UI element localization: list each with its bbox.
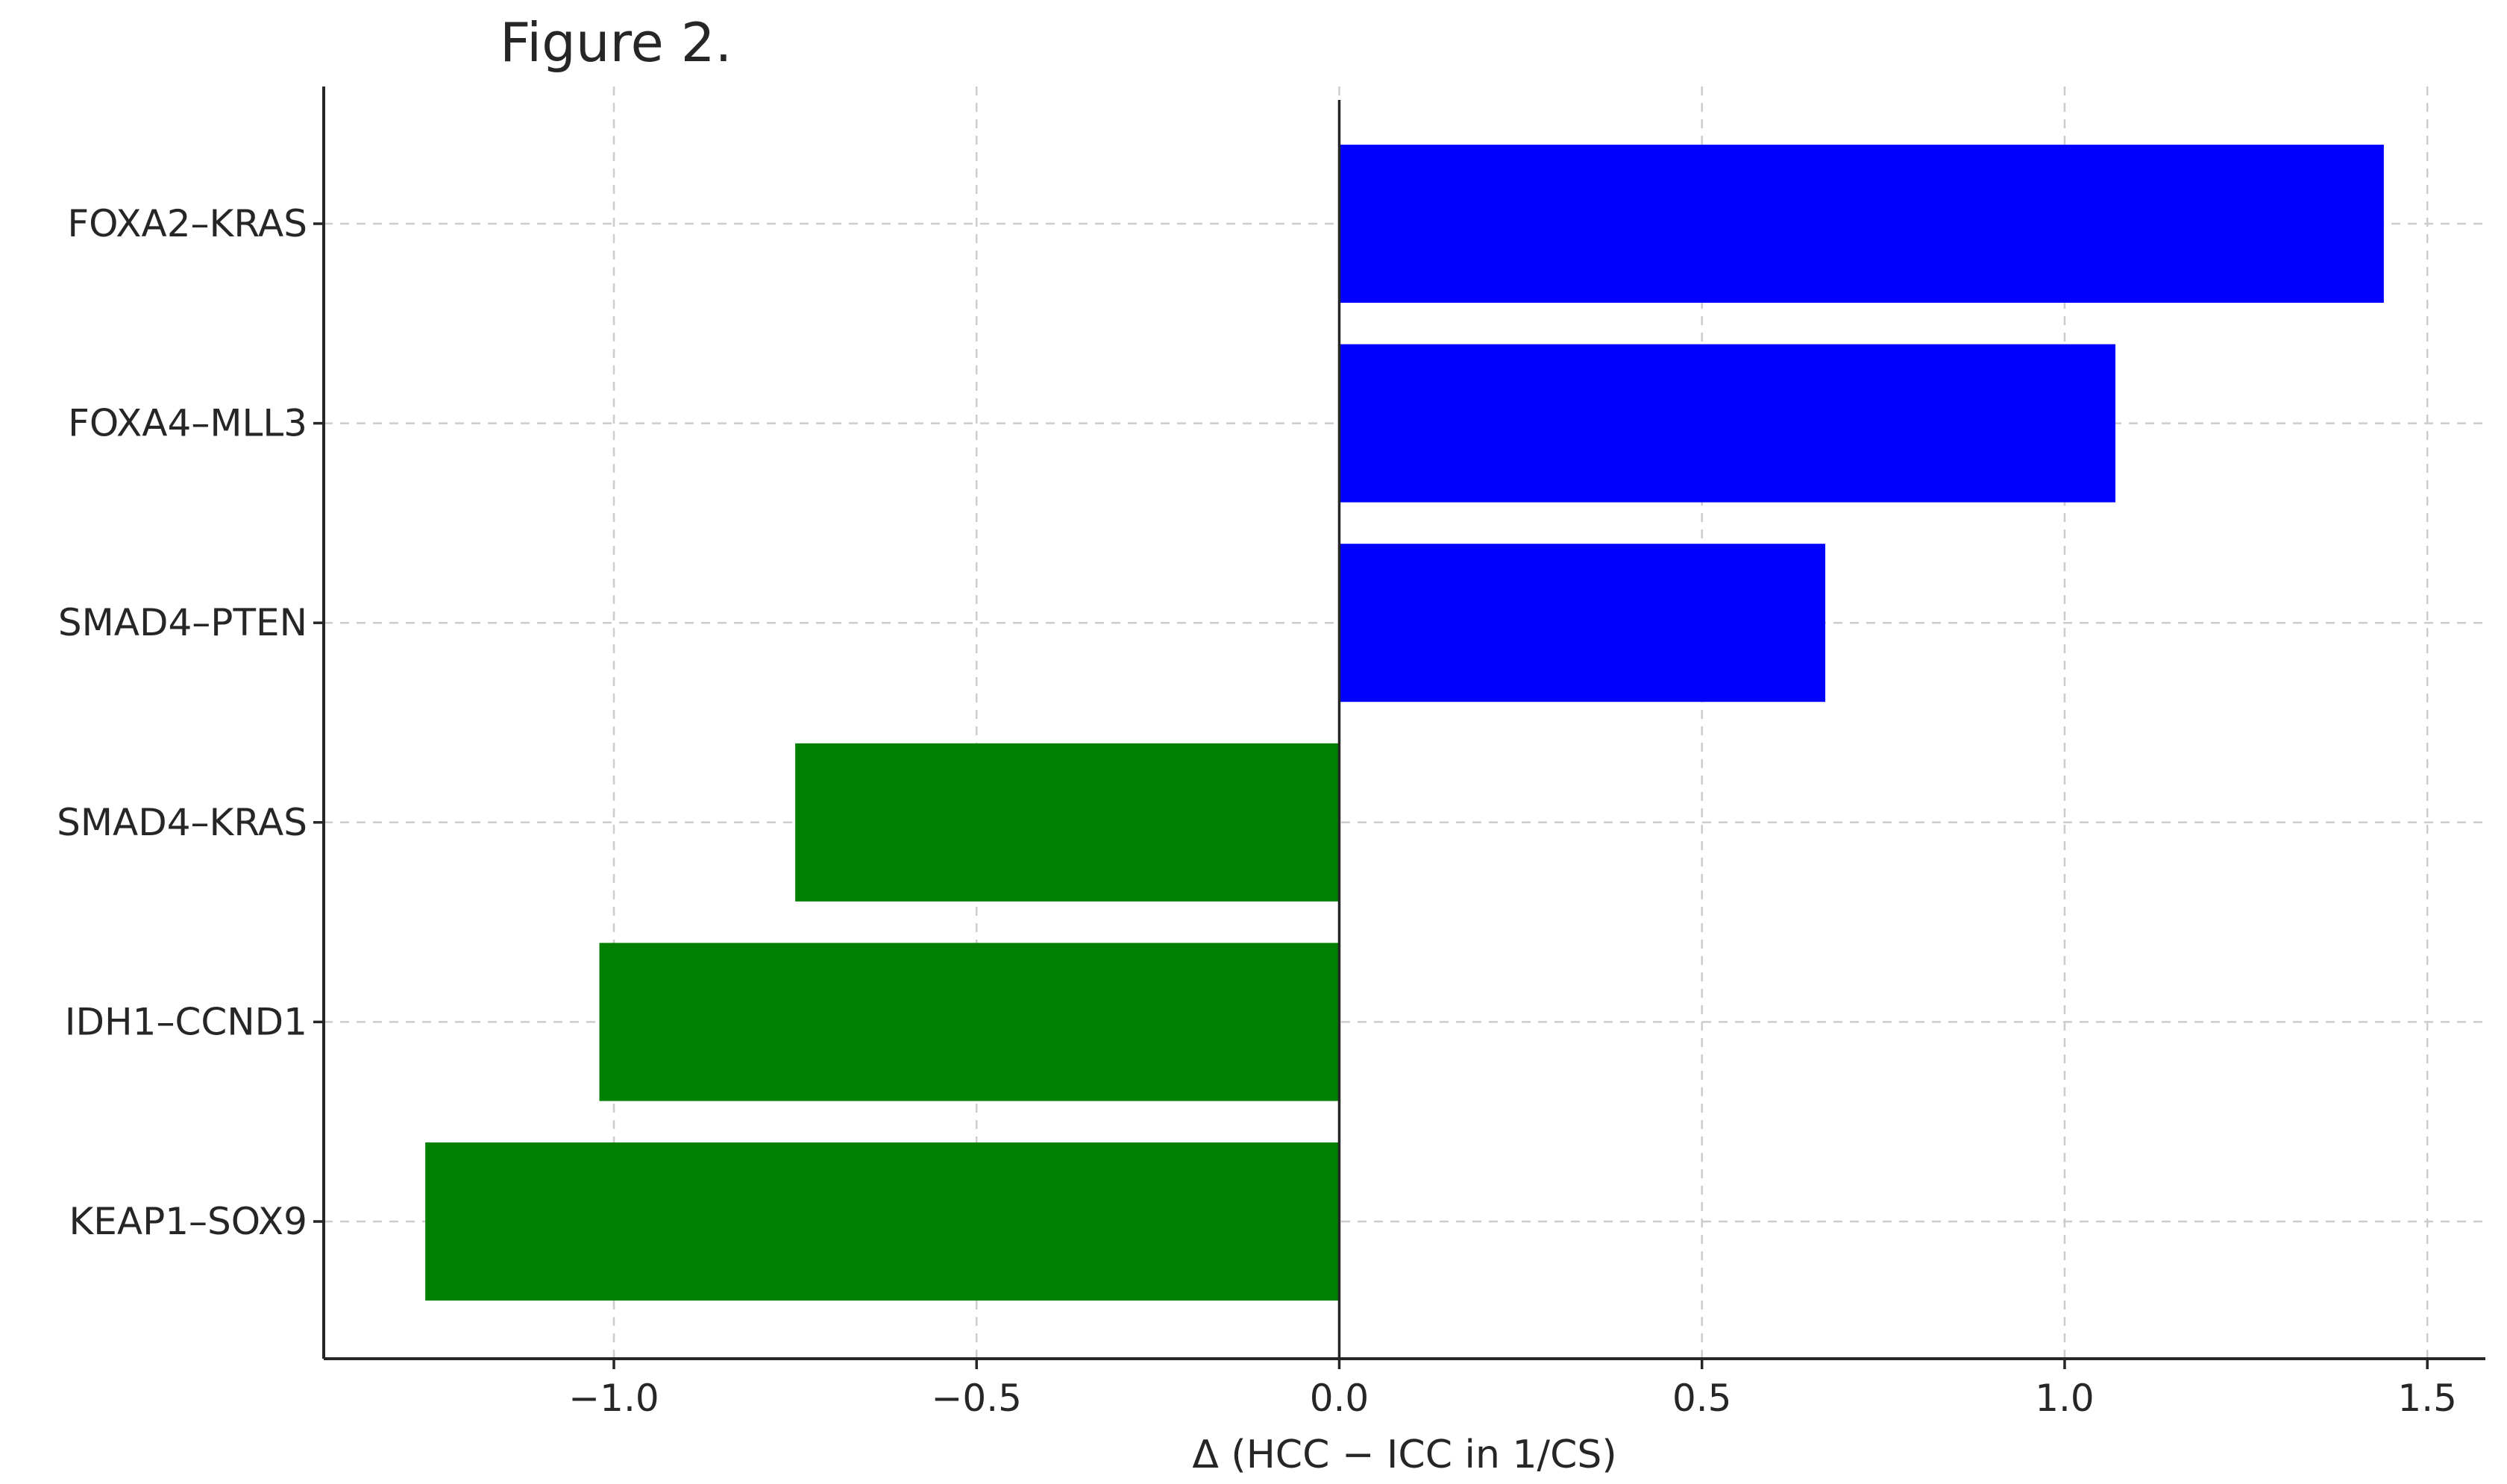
category-label: FOXA4–MLL3 (68, 402, 307, 445)
x-tick-label: 1.5 (2397, 1377, 2457, 1420)
category-label: KEAP1–SOX9 (69, 1200, 307, 1243)
category-label: FOXA2–KRAS (67, 202, 307, 245)
x-tick-label: 0.5 (1672, 1377, 1732, 1420)
x-axis-ticks: −1.0 −0.5 0.0 0.5 1.0 1.5 (568, 1359, 2457, 1420)
x-tick-label: −0.5 (932, 1377, 1022, 1420)
category-label: IDH1–CCND1 (65, 1000, 307, 1043)
y-axis-labels: FOXA2–KRAS FOXA4–MLL3 SMAD4–PTEN SMAD4–KRAS… (57, 202, 324, 1243)
bar (599, 943, 1340, 1101)
category-label: SMAD4–PTEN (58, 601, 307, 644)
bar (795, 743, 1340, 902)
x-tick-label: 0.0 (1310, 1377, 1369, 1420)
axes-spines (322, 87, 2485, 1360)
x-tick-label: 1.0 (2035, 1377, 2095, 1420)
chart-title: Figure 2. (500, 11, 732, 74)
x-tick-label: −1.0 (568, 1377, 659, 1420)
bars (425, 145, 2384, 1301)
bar (1339, 344, 2116, 503)
bar (1339, 544, 1826, 702)
bar (1339, 145, 2384, 303)
x-axis-title: Δ (HCC − ICC in 1/CS) (1192, 1433, 1616, 1477)
bar (425, 1142, 1340, 1301)
category-label: SMAD4–KRAS (57, 801, 307, 844)
